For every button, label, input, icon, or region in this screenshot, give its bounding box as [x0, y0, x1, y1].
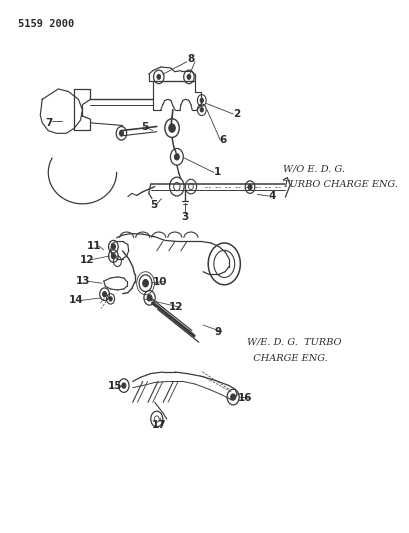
- Text: 6: 6: [219, 135, 227, 145]
- Text: W/E. D. G.  TURBO: W/E. D. G. TURBO: [247, 337, 341, 346]
- Text: 13: 13: [75, 276, 90, 286]
- Circle shape: [174, 154, 179, 160]
- Text: 5: 5: [141, 122, 148, 132]
- Text: 5159 2000: 5159 2000: [18, 19, 74, 29]
- Text: 4: 4: [268, 191, 276, 201]
- Circle shape: [200, 98, 203, 102]
- Text: CHARGE ENG.: CHARGE ENG.: [247, 354, 327, 363]
- Text: 11: 11: [87, 240, 101, 251]
- Text: 8: 8: [187, 54, 194, 64]
- Text: 1: 1: [213, 167, 220, 177]
- Text: 16: 16: [237, 393, 252, 403]
- Circle shape: [119, 131, 123, 136]
- Text: 3: 3: [181, 212, 188, 222]
- Circle shape: [111, 254, 115, 259]
- Circle shape: [142, 279, 148, 287]
- Circle shape: [147, 295, 152, 301]
- Circle shape: [109, 297, 112, 301]
- Text: 10: 10: [153, 277, 167, 287]
- Text: 7: 7: [45, 118, 53, 128]
- Circle shape: [111, 244, 115, 249]
- Text: 12: 12: [169, 302, 183, 312]
- Circle shape: [169, 124, 175, 132]
- Text: 2: 2: [232, 109, 239, 119]
- Text: 17: 17: [151, 421, 166, 430]
- Circle shape: [230, 394, 235, 400]
- Circle shape: [187, 74, 191, 79]
- Text: TURBO CHARGE ENG.: TURBO CHARGE ENG.: [283, 180, 398, 189]
- Circle shape: [102, 292, 106, 297]
- Circle shape: [200, 108, 203, 112]
- Circle shape: [247, 184, 252, 190]
- Text: 9: 9: [214, 327, 221, 337]
- Text: 12: 12: [79, 255, 94, 265]
- Text: W/O E. D. G.: W/O E. D. G.: [283, 165, 344, 174]
- Text: 5: 5: [150, 200, 157, 211]
- Circle shape: [156, 74, 160, 79]
- Text: 15: 15: [108, 381, 122, 391]
- Circle shape: [121, 383, 126, 388]
- Text: 14: 14: [69, 295, 83, 305]
